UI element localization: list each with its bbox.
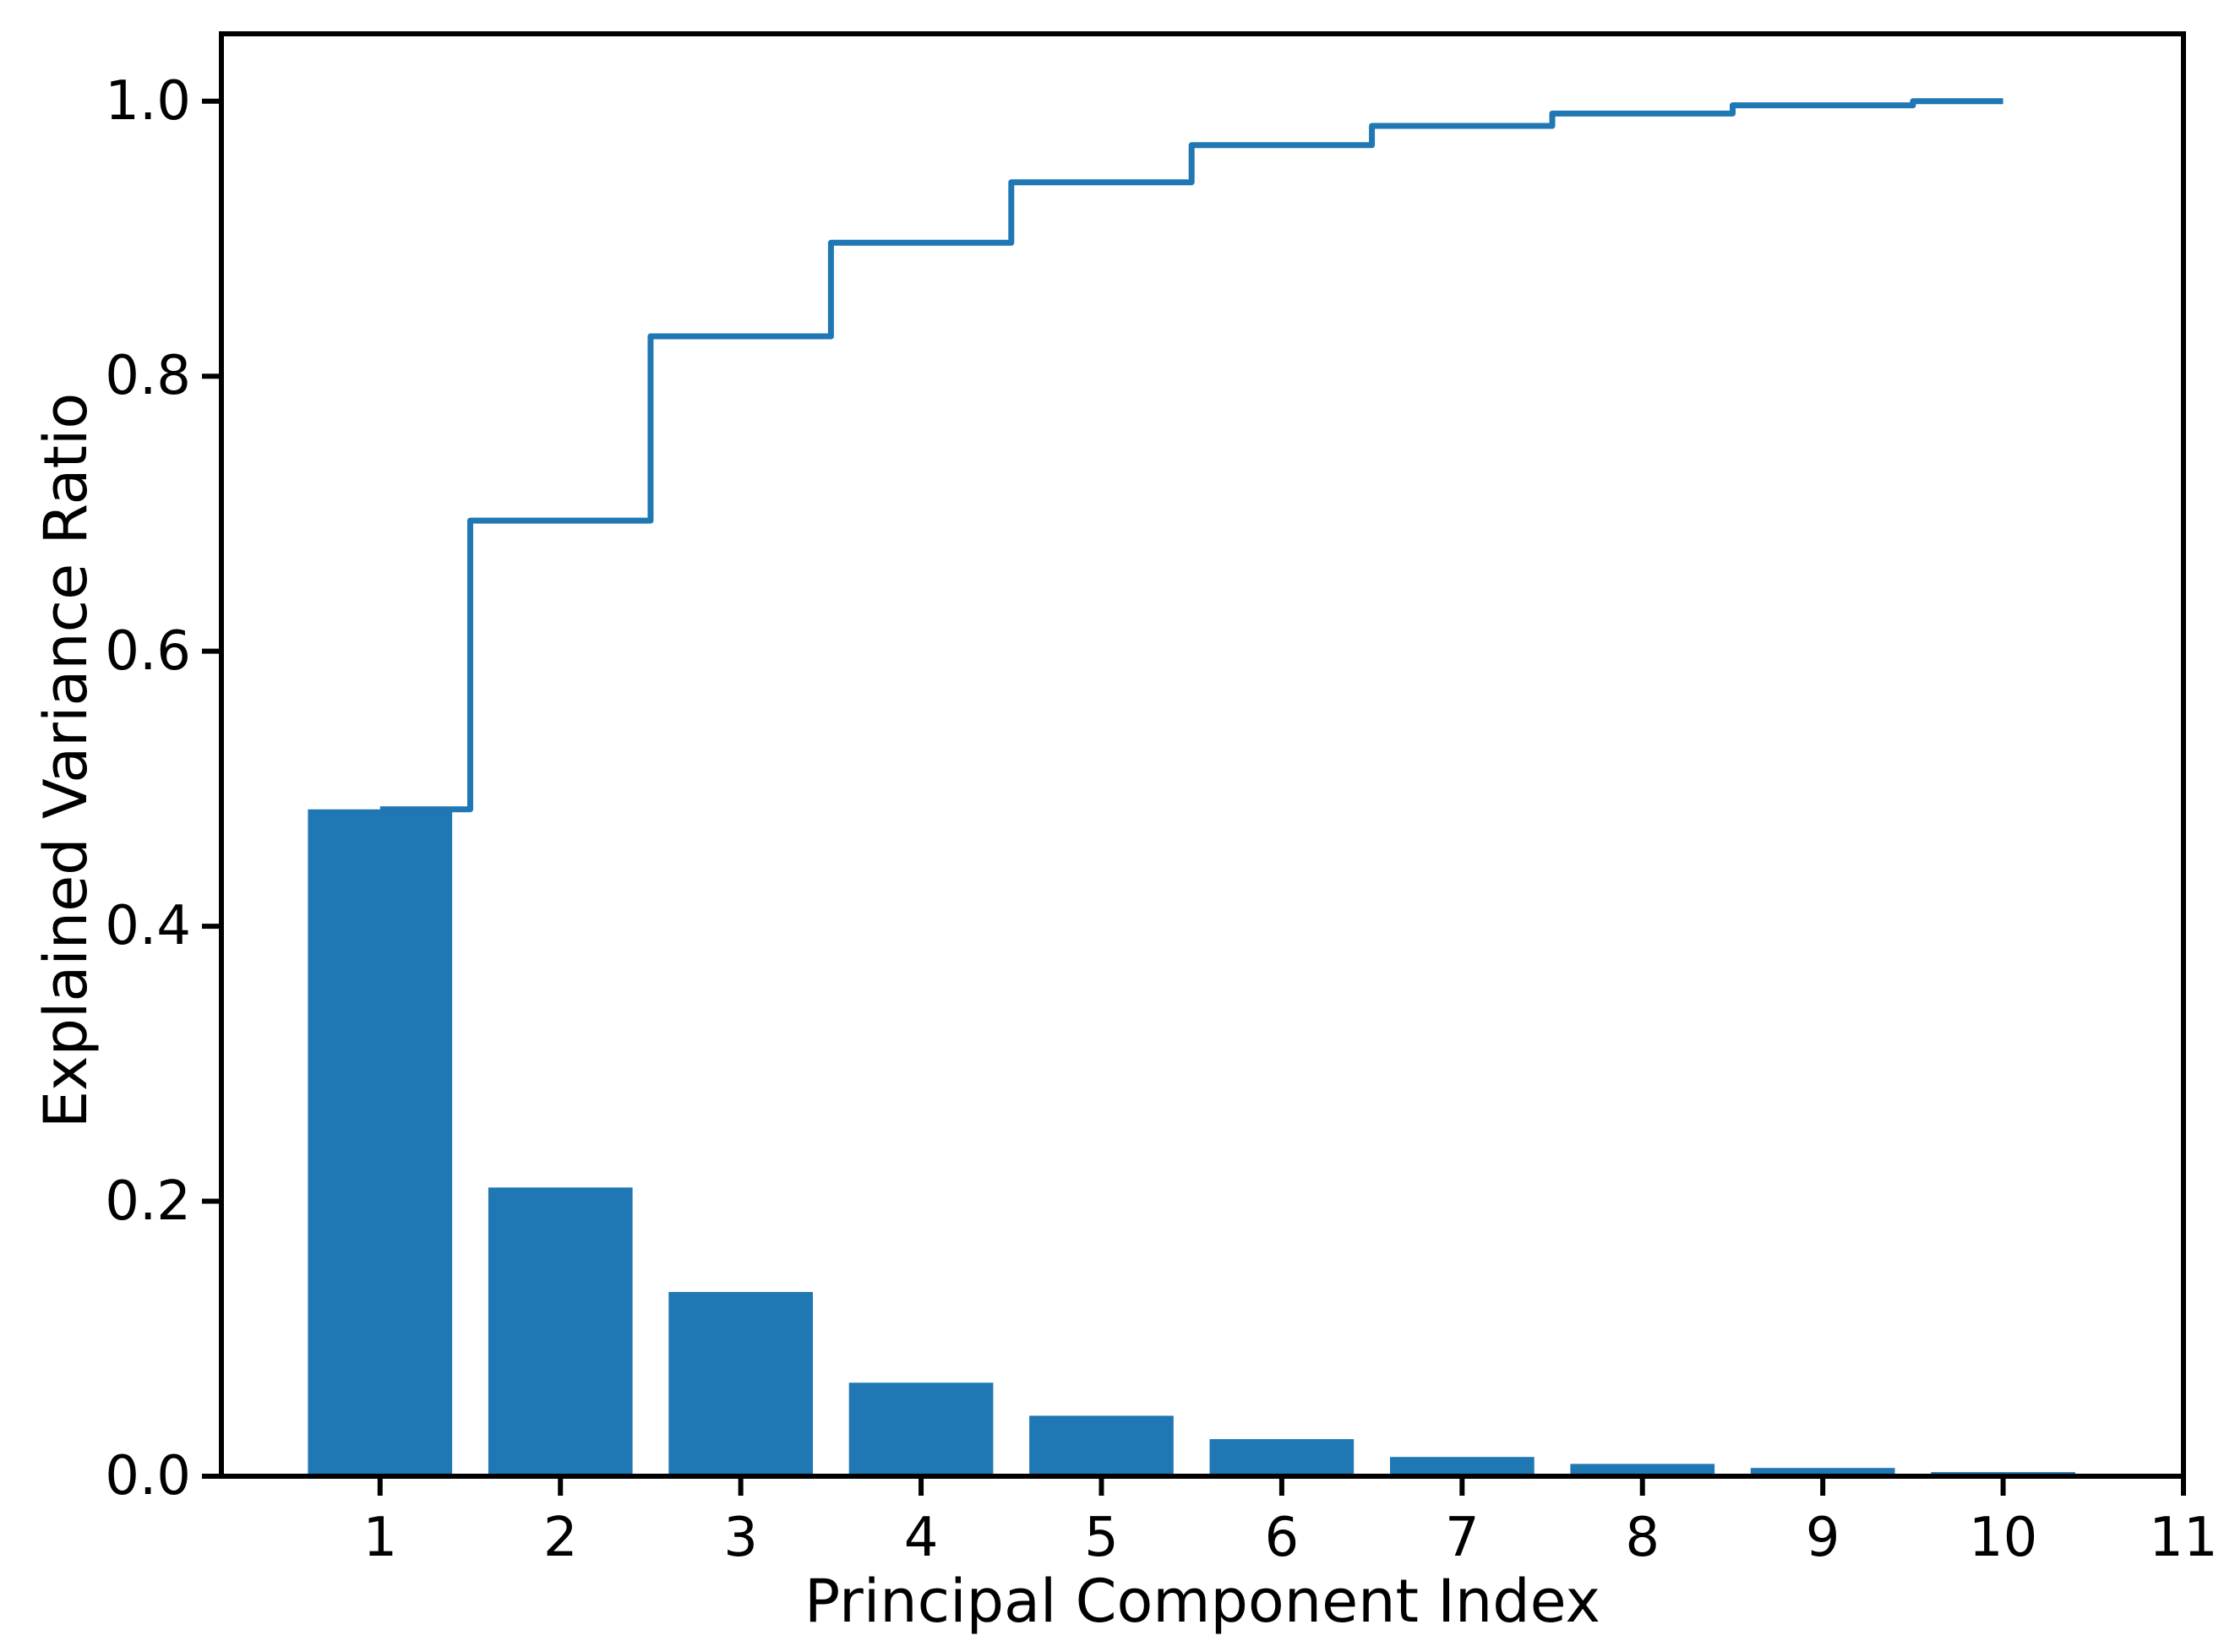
cumulative-step-line	[379, 98, 2003, 813]
bar	[1750, 1468, 1895, 1476]
y-tick-label: 0.0	[105, 1445, 191, 1508]
bar	[1570, 1464, 1715, 1476]
bar	[488, 1187, 633, 1476]
x-tick-label: 2	[542, 1507, 578, 1569]
bars-layer	[308, 809, 2075, 1476]
x-tick-label: 4	[903, 1507, 939, 1569]
x-tick-label: 5	[1084, 1507, 1119, 1569]
y-tick-label: 0.8	[105, 345, 191, 408]
y-tick-label: 0.4	[105, 895, 191, 958]
bar	[848, 1382, 994, 1476]
y-tick-label: 0.2	[105, 1169, 191, 1233]
y-tick-label: 0.6	[105, 619, 191, 683]
x-tick-label: 3	[723, 1507, 758, 1569]
x-tick-label: 9	[1805, 1507, 1840, 1569]
bar	[308, 809, 453, 1476]
x-tick-label: 11	[2149, 1507, 2218, 1569]
ticks-layer	[202, 98, 2186, 1496]
x-tick-label: 6	[1264, 1507, 1300, 1569]
x-axis-label: Principal Component Index	[804, 1567, 1600, 1636]
x-tick-label: 8	[1625, 1507, 1660, 1569]
x-tick-label: 7	[1444, 1507, 1480, 1569]
plot-spines	[219, 31, 2186, 1479]
bar	[1209, 1439, 1355, 1476]
x-tick-label: 10	[1968, 1507, 2038, 1569]
bar	[1029, 1415, 1174, 1476]
y-axis-label: Explained Variance Ratio	[31, 392, 101, 1129]
bar	[668, 1291, 813, 1476]
y-tick-label: 1.0	[105, 69, 191, 133]
x-tick-label: 1	[363, 1507, 398, 1569]
bar	[1390, 1457, 1535, 1476]
